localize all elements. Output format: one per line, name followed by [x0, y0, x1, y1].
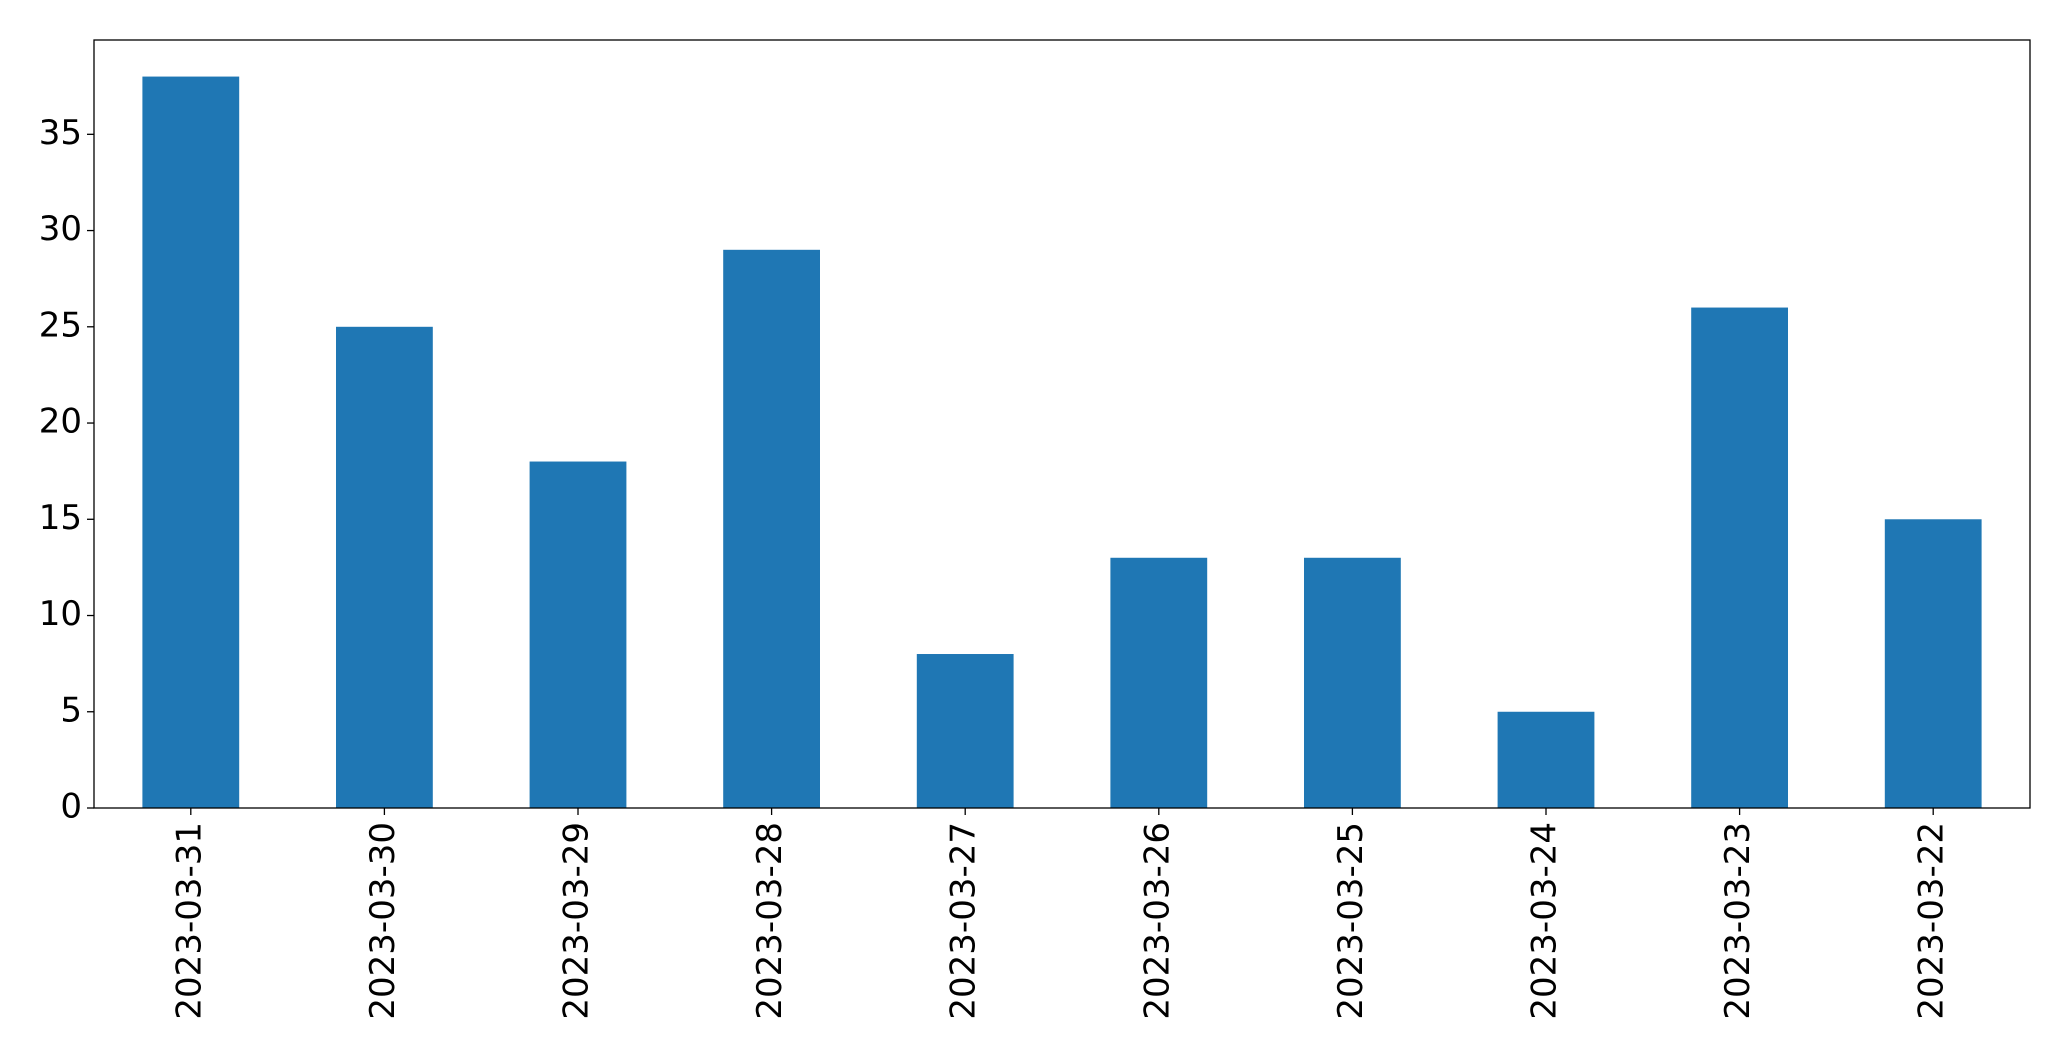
bar — [1884, 519, 1982, 808]
plot-frame — [93, 39, 2031, 809]
y-tick-label: 25 — [39, 305, 82, 345]
x-tick-label: 2023-03-23 — [1718, 822, 1758, 1020]
x-tick-label: 2023-03-27 — [944, 822, 984, 1020]
y-tick-label: 15 — [39, 498, 82, 538]
bar — [336, 326, 433, 808]
x-tick-label: 2023-03-24 — [1525, 822, 1565, 1020]
bar — [1691, 307, 1788, 808]
bar — [723, 249, 820, 808]
bar — [142, 76, 240, 809]
x-tick-label: 2023-03-31 — [169, 822, 209, 1020]
bar — [529, 461, 627, 808]
bar — [1304, 557, 1401, 808]
y-tick-label: 30 — [39, 209, 82, 249]
y-tick-label: 20 — [39, 402, 82, 442]
bar — [1110, 557, 1208, 808]
y-tick-label: 0 — [60, 787, 82, 827]
y-tick-label: 10 — [39, 594, 82, 634]
x-tick-label: 2023-03-28 — [750, 822, 790, 1020]
bar — [1497, 711, 1595, 808]
y-tick-label: 35 — [39, 113, 82, 153]
bar — [916, 654, 1014, 808]
x-tick-label: 2023-03-22 — [1912, 822, 1952, 1020]
x-tick-label: 2023-03-26 — [1137, 822, 1177, 1020]
x-tick-label: 2023-03-29 — [557, 822, 597, 1020]
x-tick-label: 2023-03-30 — [363, 822, 403, 1020]
y-tick-label: 5 — [60, 690, 82, 730]
x-tick-label: 2023-03-25 — [1331, 822, 1371, 1020]
